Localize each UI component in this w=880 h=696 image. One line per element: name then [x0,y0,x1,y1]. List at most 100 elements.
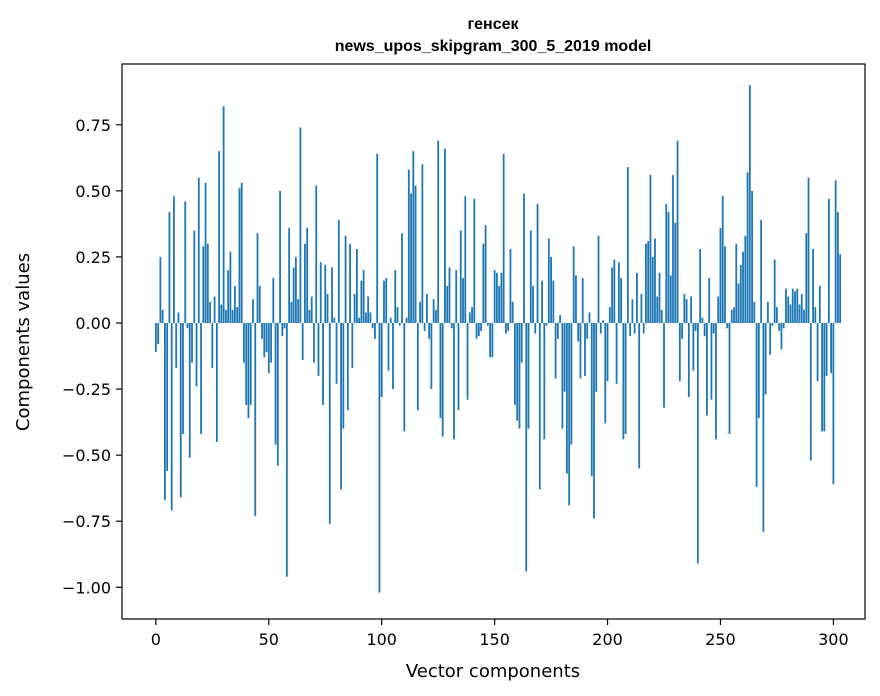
bar-35 [234,286,236,323]
bar-300 [832,323,835,485]
bar-133 [455,270,458,323]
bar-28 [218,151,221,323]
bar-194 [593,323,595,519]
bar-129 [446,286,449,323]
bar-256 [733,307,735,323]
bar-270 [764,323,767,395]
bar-187 [577,323,580,342]
bar-67 [306,227,309,323]
bar-101 [383,280,385,323]
bar-0 [154,323,157,353]
bar-271 [766,301,769,323]
bar-44 [254,323,257,516]
bar-16 [191,323,193,363]
bar-192 [588,312,591,323]
y-tick-label: −0.50 [62,446,111,465]
bar-220 [651,256,654,323]
bar-52 [272,278,275,323]
bar-202 [611,267,613,323]
bar-128 [444,148,446,323]
bar-118 [421,164,424,323]
bar-239 [694,323,697,331]
bar-163 [523,193,525,323]
bar-86 [349,243,351,323]
bar-272 [769,323,772,355]
bar-91 [360,280,363,323]
bar-169 [536,204,539,323]
chart-title: генсек [467,16,519,33]
bar-87 [351,323,354,368]
bar-41 [247,323,250,419]
bar-265 [753,301,756,323]
bar-27 [215,323,218,442]
y-tick-label: 0.25 [75,248,111,267]
bar-299 [830,323,833,374]
bar-251 [721,196,724,323]
bar-294 [818,286,821,323]
bar-92 [362,270,365,323]
bar-207 [622,323,625,440]
bar-160 [516,323,519,421]
bar-199 [604,323,607,424]
bar-205 [617,262,620,323]
bar-250 [719,227,722,323]
bar-281 [789,304,792,323]
bar-64 [299,127,302,324]
bar-59 [288,227,291,323]
bar-297 [825,323,828,376]
bar-45 [256,233,259,323]
bar-11 [179,323,182,498]
chart-subtitle: news_upos_skipgram_300_5_2019 model [335,38,652,55]
bar-81 [337,219,340,323]
bar-18 [195,323,198,387]
bar-105 [392,323,394,390]
bar-303 [839,254,842,323]
bar-215 [640,293,643,323]
bar-213 [636,272,638,323]
bar-36 [236,307,239,323]
bar-108 [398,323,401,326]
y-tick-label: 0.50 [75,182,111,201]
bar-203 [613,259,616,323]
y-tick-label: 0.75 [75,116,111,135]
y-tick-label: 0.00 [75,314,111,333]
bar-174 [547,238,550,323]
bar-227 [667,212,670,323]
bar-267 [757,323,760,419]
bar-140 [471,307,473,323]
bar-225 [663,323,665,408]
bar-211 [631,299,634,323]
bar-246 [710,323,713,400]
bar-137 [464,196,467,323]
bar-244 [706,323,708,416]
x-tick-label: 250 [705,630,736,649]
bar-39 [243,323,245,363]
bar-164 [525,323,528,572]
bar-179 [559,315,562,323]
bar-77 [328,323,331,524]
bar-72 [317,323,320,376]
bar-127 [441,323,444,437]
bar-170 [538,323,541,490]
bar-302 [837,212,839,323]
bar-257 [735,243,738,323]
bar-51 [270,323,272,363]
bar-221 [654,238,656,323]
bar-188 [579,323,582,379]
bar-88 [353,293,356,323]
bar-135 [459,230,462,323]
bar-32 [227,270,230,323]
bar-209 [626,167,629,323]
bar-280 [787,296,790,323]
bar-76 [326,293,329,323]
bar-143 [477,323,480,337]
bar-201 [608,307,611,323]
bar-273 [771,323,774,326]
bar-74 [322,323,324,405]
bar-298 [827,198,830,323]
bar-120 [425,293,428,323]
bar-94 [367,296,370,323]
bar-65 [301,323,304,360]
bar-204 [615,323,618,384]
bar-208 [624,323,627,434]
